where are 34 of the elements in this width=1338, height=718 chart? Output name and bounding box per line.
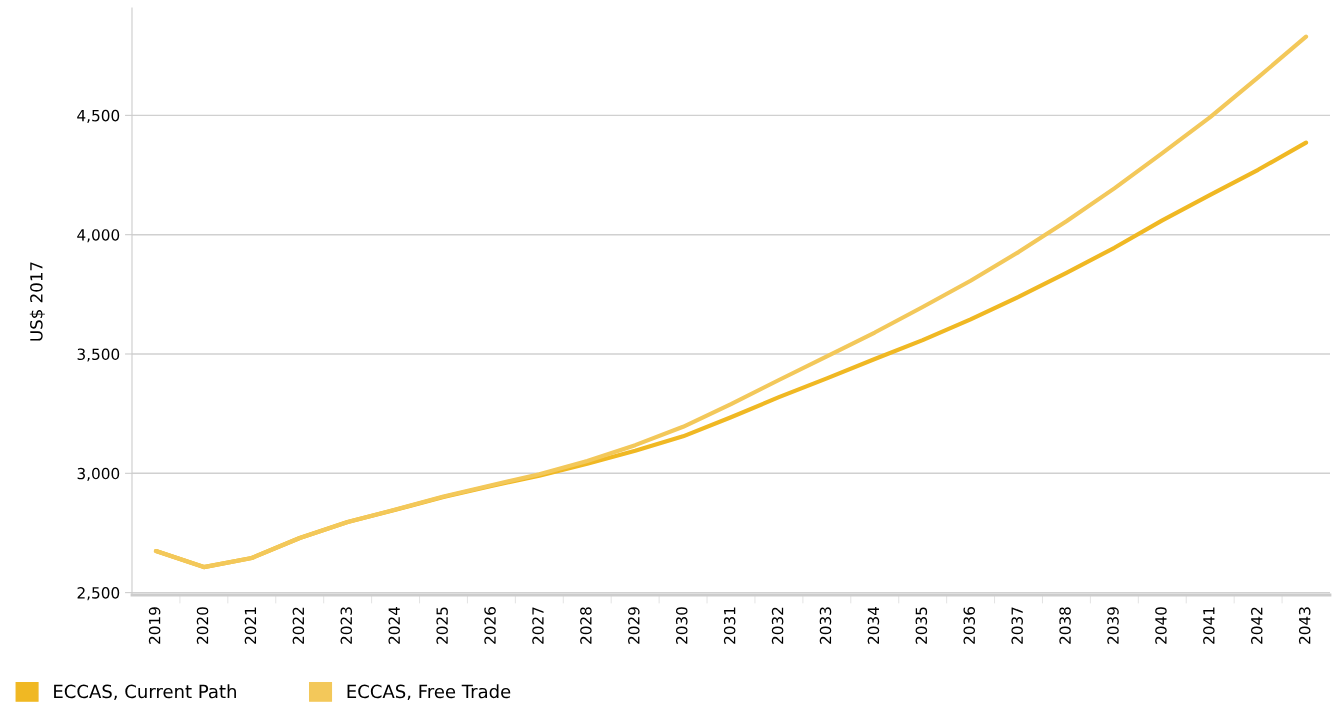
x-tick-label: 2021 bbox=[244, 607, 257, 644]
x-tick-label: 2042 bbox=[1251, 607, 1263, 644]
x-tick-label: 2022 bbox=[292, 607, 305, 644]
x-tick-label: 2029 bbox=[628, 607, 640, 644]
y-tick-label: 3,000 bbox=[77, 467, 120, 481]
x-tick-label: 2040 bbox=[1155, 607, 1167, 644]
x-tick-label: 2026 bbox=[484, 607, 496, 644]
x-tick-label: 2043 bbox=[1298, 607, 1311, 644]
x-tick-label: 2033 bbox=[819, 607, 832, 644]
x-tick-label: 2036 bbox=[963, 607, 976, 644]
y-tick-label: 4,500 bbox=[77, 109, 120, 123]
x-tick-label: 2041 bbox=[1203, 607, 1215, 644]
y-tick-label: 4,000 bbox=[77, 229, 120, 243]
y-tick-label: 2,500 bbox=[77, 587, 120, 601]
x-tick-label: 2019 bbox=[148, 607, 161, 644]
legend-label: ECCAS, Free Trade bbox=[347, 684, 511, 701]
y-tick-label: 3,500 bbox=[77, 348, 120, 362]
x-tick-label: 2039 bbox=[1107, 607, 1119, 644]
x-tick-label: 2034 bbox=[867, 606, 880, 644]
x-tick-label: 2028 bbox=[580, 607, 592, 644]
x-tick-label: 2020 bbox=[196, 607, 209, 644]
x-tick-label: 2030 bbox=[675, 607, 688, 644]
x-tick-label: 2023 bbox=[340, 607, 353, 644]
legend-label: ECCAS, Current Path bbox=[54, 684, 236, 701]
x-tick-label: 2031 bbox=[723, 607, 736, 644]
x-tick-label: 2025 bbox=[436, 607, 448, 644]
x-tick-label: 2037 bbox=[1011, 607, 1023, 644]
y-axis-title: US$ 2017 bbox=[29, 262, 45, 341]
x-tick-label: 2027 bbox=[532, 607, 544, 644]
x-tick-label: 2035 bbox=[915, 607, 928, 644]
x-tick-label: 2024 bbox=[388, 606, 400, 644]
x-tick-label: 2032 bbox=[771, 607, 784, 644]
x-tick-label: 2038 bbox=[1059, 607, 1071, 644]
line-series bbox=[153, 34, 1309, 570]
